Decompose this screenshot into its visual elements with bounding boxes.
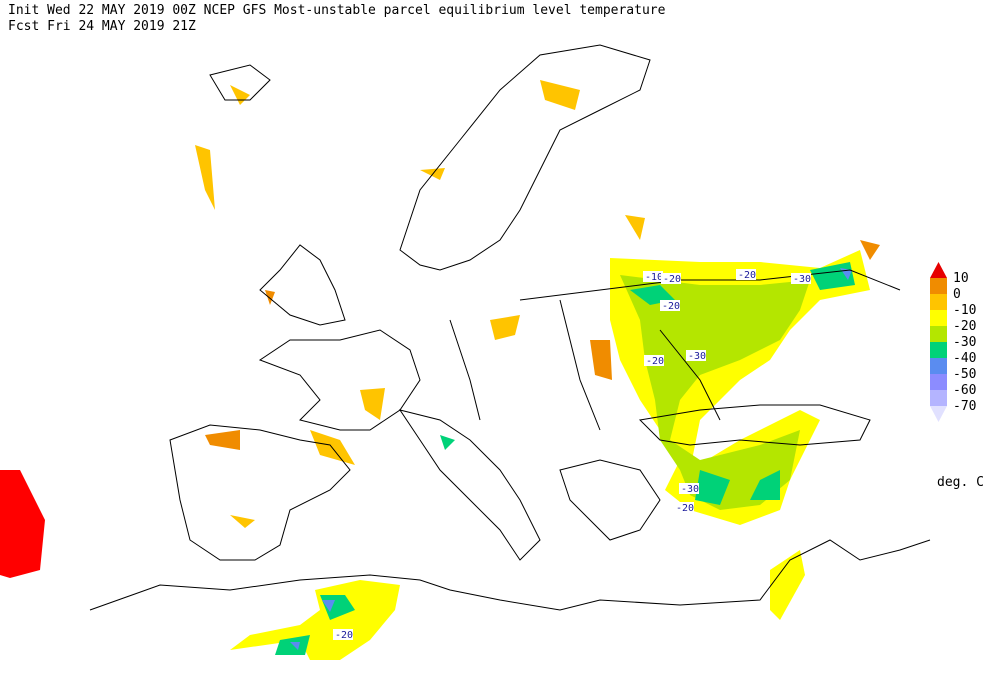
legend: 100-10-20-30-40-50-60-70 deg. C [930,262,984,490]
legend-swatch [930,326,947,342]
legend-label: -40 [953,351,976,366]
contour-label: -30 [688,351,706,362]
contour-label: -20 [646,356,664,367]
legend-label: 0 [953,287,961,302]
legend-swatch [930,358,947,374]
legend-label: -20 [953,319,976,334]
legend-swatch [930,310,947,326]
legend-label: -30 [953,335,976,350]
contour-label: -20 [663,274,681,285]
contour-label-bg [661,273,681,284]
contour-label: -20 [676,503,694,514]
legend-swatch [930,406,947,422]
legend-label: -70 [953,399,976,414]
contour-label-bg [736,269,756,280]
legend-label: -50 [953,367,976,382]
header-line: Init Wed 22 MAY 2019 00Z NCEP GFS Most-u… [8,3,666,18]
contour-label-bg [644,355,664,366]
header-line: Fcst Fri 24 MAY 2019 21Z [8,19,196,34]
legend-unit: deg. C [937,475,984,490]
legend-label: -60 [953,383,976,398]
contour-label: -30 [681,484,699,495]
legend-swatch [930,374,947,390]
contour-label-bg [660,300,680,311]
coastlines [89,44,931,611]
contour-label-bg [674,502,694,513]
legend-swatch [930,294,947,310]
legend-swatch [930,278,947,294]
legend-swatch [930,390,947,406]
legend-swatch [930,262,947,278]
legend-swatch [930,342,947,358]
contour-label-bg [643,271,663,282]
contour-label-bg [679,483,699,494]
shaded-fields [0,80,880,660]
legend-label: 10 [953,271,969,286]
contour-label: -30 [793,274,811,285]
contour-label: -10 [645,272,663,283]
contour-label: -20 [335,630,353,641]
legend-label: -10 [953,303,976,318]
contour-labels: -10 -20 -20 -30-20-20 -30-30-20-20 [333,269,811,641]
contour-label: -20 [738,270,756,281]
contour-label-bg [686,350,706,361]
contour-label-bg [791,273,811,284]
contour-label-bg [333,629,353,640]
contour-label: -20 [662,301,680,312]
